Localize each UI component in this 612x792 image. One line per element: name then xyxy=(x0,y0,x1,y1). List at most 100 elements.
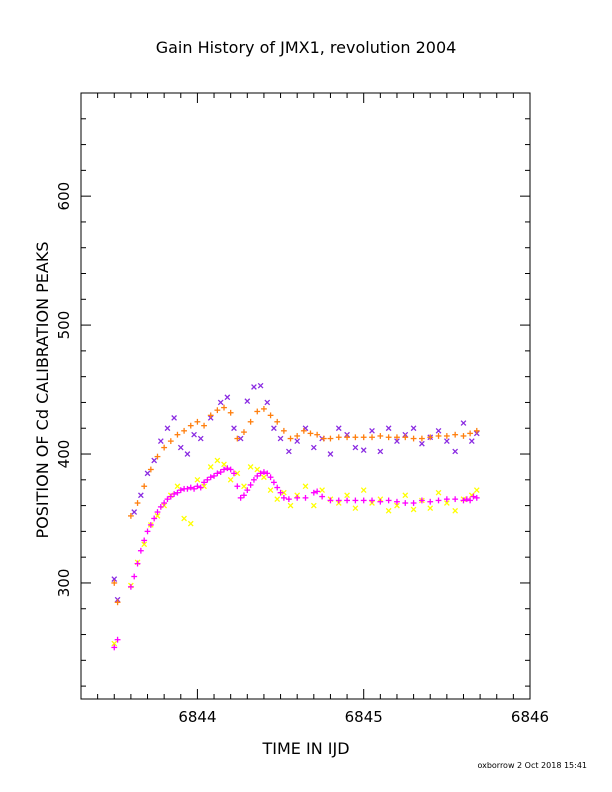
data-point xyxy=(224,465,231,472)
data-point xyxy=(131,509,138,515)
data-point-stroke xyxy=(184,451,191,457)
data-point-stroke xyxy=(157,438,164,444)
data-point xyxy=(468,438,475,444)
x-axis-label: TIME IN IJD xyxy=(261,739,349,758)
data-point xyxy=(402,500,409,506)
data-point xyxy=(385,425,392,432)
data-point xyxy=(187,520,194,527)
data-point-stroke xyxy=(224,394,231,401)
data-point xyxy=(214,407,221,414)
data-point-stroke xyxy=(237,435,244,442)
data-point-stroke xyxy=(352,444,359,451)
data-point xyxy=(467,497,474,504)
data-point xyxy=(214,470,221,477)
data-point-stroke xyxy=(360,487,367,493)
data-point xyxy=(221,404,227,411)
data-point xyxy=(138,492,144,499)
data-point xyxy=(111,640,118,647)
data-point-stroke xyxy=(402,492,409,499)
data-point xyxy=(244,487,251,494)
data-point xyxy=(452,431,459,438)
data-point xyxy=(241,492,247,499)
data-point-stroke xyxy=(174,483,181,490)
data-point xyxy=(443,438,450,444)
data-point-stroke xyxy=(261,474,267,481)
data-point xyxy=(227,409,234,416)
data-point xyxy=(254,466,261,473)
data-point xyxy=(287,435,294,442)
data-point xyxy=(435,497,442,504)
data-point xyxy=(234,483,241,490)
series-0 xyxy=(111,382,480,603)
data-point xyxy=(394,498,400,505)
data-point xyxy=(310,444,317,451)
data-point-stroke xyxy=(319,487,325,493)
data-point-stroke xyxy=(257,382,264,389)
data-point-stroke xyxy=(394,502,400,509)
data-point xyxy=(286,448,292,455)
data-point xyxy=(344,434,350,441)
y-tick-label: 500 xyxy=(55,311,73,340)
data-point xyxy=(257,470,264,477)
data-point xyxy=(443,496,450,503)
data-point-stroke xyxy=(435,489,442,496)
data-point-stroke xyxy=(251,384,257,390)
data-point-stroke xyxy=(197,435,204,442)
data-point xyxy=(352,505,359,512)
data-point xyxy=(377,448,384,455)
data-point-stroke xyxy=(435,427,442,434)
data-point xyxy=(171,415,177,421)
data-point xyxy=(369,497,375,504)
data-point-stroke xyxy=(217,399,224,406)
data-point xyxy=(319,493,326,500)
data-point-stroke xyxy=(234,470,241,477)
data-point xyxy=(302,494,309,501)
data-point xyxy=(452,507,459,514)
data-point xyxy=(254,408,261,415)
data-point xyxy=(394,438,400,444)
data-point-stroke xyxy=(187,520,194,527)
data-point xyxy=(271,425,277,432)
series-3 xyxy=(111,465,480,651)
data-point xyxy=(251,384,257,390)
data-point xyxy=(187,422,194,429)
data-point xyxy=(277,489,284,496)
data-point xyxy=(294,438,301,444)
data-point xyxy=(227,466,234,473)
data-point xyxy=(352,434,359,441)
data-point xyxy=(310,489,317,496)
data-point-stroke xyxy=(473,487,480,493)
data-point-stroke xyxy=(244,398,251,405)
data-point-stroke xyxy=(144,470,151,477)
data-point xyxy=(394,434,400,441)
data-point-stroke xyxy=(286,448,292,455)
data-point xyxy=(164,425,171,432)
data-point xyxy=(427,434,434,441)
data-point xyxy=(144,528,151,535)
data-point xyxy=(281,489,287,496)
data-point xyxy=(271,479,277,486)
data-point xyxy=(144,470,151,477)
data-point xyxy=(247,464,254,470)
data-point xyxy=(181,427,188,434)
data-point xyxy=(237,494,244,501)
data-point xyxy=(184,451,191,457)
data-point-stroke xyxy=(141,541,148,548)
data-point xyxy=(320,435,327,442)
data-point-stroke xyxy=(277,435,284,442)
data-point xyxy=(410,506,417,513)
data-point-stroke xyxy=(177,444,184,451)
data-point xyxy=(327,497,334,504)
data-point xyxy=(467,430,474,437)
data-point xyxy=(300,427,307,434)
x-tick-label: 6845 xyxy=(345,708,383,726)
data-point-stroke xyxy=(207,464,214,470)
series-2 xyxy=(111,457,480,647)
data-point xyxy=(344,497,350,504)
data-point xyxy=(204,476,211,483)
data-point-stroke xyxy=(254,466,261,473)
data-point xyxy=(410,435,417,442)
data-point xyxy=(473,427,480,434)
plot-frame xyxy=(80,92,531,700)
